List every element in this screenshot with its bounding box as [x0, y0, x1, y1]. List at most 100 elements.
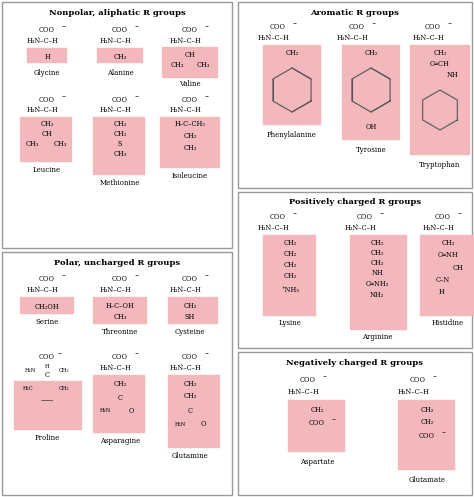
Text: Methionine: Methionine: [100, 179, 140, 187]
Text: H₃Ṅ–C–H: H₃Ṅ–C–H: [169, 364, 201, 372]
Text: H₃Ṅ–C–H: H₃Ṅ–C–H: [412, 34, 444, 42]
Bar: [263, 45, 321, 125]
Text: CH₃: CH₃: [113, 53, 127, 61]
Text: Polar, uncharged R groups: Polar, uncharged R groups: [54, 259, 180, 267]
Text: −: −: [135, 351, 139, 356]
Text: C: C: [188, 407, 192, 415]
Text: CH₂: CH₂: [441, 239, 455, 247]
Text: COO: COO: [182, 26, 198, 34]
Text: ⁺NH₃: ⁺NH₃: [281, 286, 299, 294]
Text: Valine: Valine: [179, 80, 201, 88]
Text: Tyrosine: Tyrosine: [356, 146, 386, 154]
Text: NH: NH: [371, 269, 383, 277]
Bar: [288, 400, 345, 452]
Text: Isoleucine: Isoleucine: [172, 172, 208, 180]
Text: −: −: [135, 273, 139, 278]
Text: H: H: [438, 288, 444, 296]
Text: CH₂: CH₂: [113, 130, 127, 138]
Text: Aspartate: Aspartate: [300, 458, 334, 466]
Text: CH₂: CH₂: [183, 132, 197, 140]
Text: COO: COO: [425, 23, 441, 31]
Text: H₃Ṅ–C–H: H₃Ṅ–C–H: [169, 37, 201, 45]
Text: H₃Ṅ–C–H: H₃Ṅ–C–H: [26, 106, 58, 114]
Text: COO: COO: [112, 275, 128, 283]
Text: CH₂: CH₂: [40, 120, 54, 128]
Text: −: −: [332, 417, 336, 422]
Text: CH₂: CH₂: [113, 380, 127, 388]
Text: H₂N: H₂N: [100, 409, 111, 414]
Text: −: −: [205, 351, 209, 356]
Bar: [162, 47, 218, 78]
Text: CH₂: CH₂: [365, 49, 378, 57]
Bar: [168, 375, 220, 448]
Text: H–C–OH: H–C–OH: [106, 302, 134, 310]
Text: Glutamate: Glutamate: [409, 476, 446, 484]
Text: Threonine: Threonine: [102, 328, 138, 336]
Text: C: C: [45, 371, 49, 379]
Text: CH: CH: [185, 51, 195, 59]
Bar: [342, 45, 400, 140]
Text: CH₃: CH₃: [113, 313, 127, 321]
Text: COO: COO: [309, 419, 325, 427]
Text: COO: COO: [435, 213, 451, 221]
Text: CH₂: CH₂: [183, 380, 197, 388]
Text: CH₂: CH₂: [183, 302, 197, 310]
Bar: [238, 2, 472, 188]
Text: COO: COO: [112, 96, 128, 104]
Text: COO: COO: [270, 213, 286, 221]
Bar: [160, 117, 220, 168]
Text: CH₂: CH₂: [59, 367, 69, 372]
Text: H₃Ṅ–C–H: H₃Ṅ–C–H: [26, 37, 58, 45]
Bar: [20, 117, 72, 162]
Text: CH₂: CH₂: [113, 120, 127, 128]
Text: −: −: [293, 21, 297, 26]
Text: CH₂: CH₂: [283, 272, 297, 280]
Text: −: −: [62, 94, 66, 99]
Text: H₃Ṅ–C–H: H₃Ṅ–C–H: [257, 34, 289, 42]
Text: COO: COO: [182, 353, 198, 361]
Text: CH₃: CH₃: [53, 140, 67, 148]
Text: H: H: [44, 53, 50, 61]
Text: H₃Ṅ–C–H: H₃Ṅ–C–H: [397, 388, 429, 396]
Text: OH: OH: [365, 123, 377, 131]
Text: Positively charged R groups: Positively charged R groups: [289, 198, 421, 206]
Text: CH₂: CH₂: [420, 418, 434, 426]
Text: Aromatic R groups: Aromatic R groups: [310, 9, 400, 17]
Bar: [27, 48, 67, 63]
Text: C═NH: C═NH: [438, 251, 458, 259]
Bar: [238, 192, 472, 348]
Text: COO: COO: [112, 353, 128, 361]
Text: −: −: [458, 212, 462, 217]
Text: COO: COO: [39, 26, 55, 34]
Text: Negatively charged R groups: Negatively charged R groups: [286, 359, 423, 367]
Text: CH₂: CH₂: [433, 49, 447, 57]
Text: CH₃: CH₃: [113, 150, 127, 158]
Text: CH₂: CH₂: [370, 239, 383, 247]
Text: C: C: [118, 394, 122, 402]
Text: NH₂: NH₂: [370, 291, 384, 299]
Text: CH₃: CH₃: [196, 61, 210, 69]
Text: Serine: Serine: [36, 318, 59, 326]
Text: −: −: [135, 94, 139, 99]
Text: H₃Ṅ–C–H: H₃Ṅ–C–H: [169, 286, 201, 294]
Text: Glutamine: Glutamine: [172, 452, 209, 460]
Text: CH₂: CH₂: [183, 392, 197, 400]
Text: CH₃: CH₃: [25, 140, 39, 148]
Bar: [2, 252, 232, 495]
Text: CH₂: CH₂: [59, 386, 69, 391]
Text: −: −: [205, 94, 209, 99]
Text: COO: COO: [39, 275, 55, 283]
Bar: [93, 375, 145, 433]
Text: CH₂: CH₂: [285, 49, 299, 57]
Text: COO: COO: [182, 275, 198, 283]
Text: H₂N: H₂N: [174, 421, 186, 426]
Text: −: −: [293, 212, 297, 217]
Text: H₂C: H₂C: [23, 386, 33, 391]
Bar: [350, 235, 407, 330]
Text: COO: COO: [39, 96, 55, 104]
Text: H₂N: H₂N: [24, 367, 36, 372]
Bar: [14, 381, 82, 430]
Text: CH₃: CH₃: [170, 61, 184, 69]
Text: Proline: Proline: [35, 434, 60, 442]
Text: COO: COO: [410, 376, 426, 384]
